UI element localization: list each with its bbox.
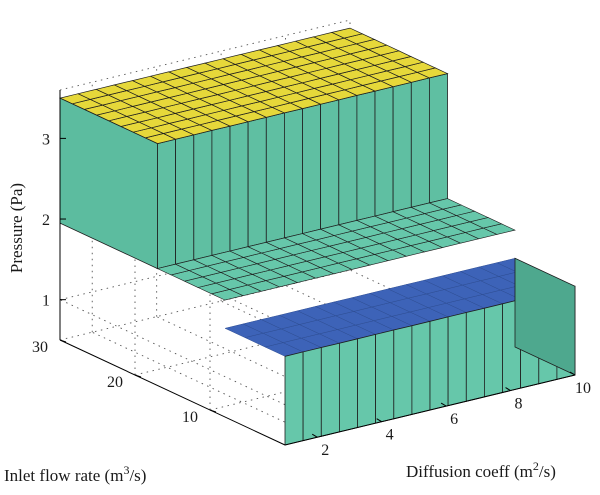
high-plateau-cell	[330, 27, 364, 39]
z-tick-label: 1	[42, 293, 50, 310]
x-tick	[569, 371, 576, 376]
x-tick	[376, 418, 382, 423]
surface-riser-facet	[374, 86, 394, 217]
front-wall-facet	[302, 346, 322, 442]
x-tick	[440, 402, 447, 407]
right-side-wall	[514, 257, 576, 376]
x-tick-label: 6	[450, 411, 458, 428]
axes: 2 4 6 8 10 10 20 30 1 2 3	[32, 90, 591, 459]
y-tick	[59, 339, 67, 343]
front-wall-facet	[447, 311, 467, 407]
y-tick	[209, 409, 217, 413]
z-tick-label: 3	[42, 131, 50, 148]
z-axis-title: Pressure (Pa)	[7, 183, 26, 273]
surface-riser-facet	[338, 94, 358, 226]
y-axis-title-sup: 3	[123, 463, 129, 477]
x-tick-label: 10	[575, 380, 591, 397]
surface-riser-facet	[211, 125, 231, 256]
x-tick-label: 4	[386, 427, 394, 444]
x-tick	[311, 433, 318, 438]
z-tick-label: 2	[42, 212, 50, 229]
surface-riser-facet	[392, 81, 412, 213]
front-wall-facet	[393, 325, 413, 420]
x-tick	[505, 387, 511, 391]
front-wall-facet	[483, 303, 503, 398]
surface	[58, 27, 576, 446]
surface-riser-facet	[283, 108, 303, 239]
x-tick-label: 8	[515, 396, 523, 413]
surface-riser-facet	[320, 99, 340, 230]
surface-riser-facet	[356, 90, 376, 221]
front-wall-facet	[411, 320, 431, 415]
x-axis-line	[284, 374, 576, 446]
y-axis-title: Inlet flow rate (m3/s)	[4, 463, 146, 485]
surface-riser-facet	[410, 77, 430, 208]
surface-riser-facet	[175, 134, 195, 265]
front-wall-facet	[338, 338, 358, 433]
x-axis-title-sup: 2	[533, 459, 539, 473]
x-axis-title: Diffusion coeff (m2/s)	[406, 459, 556, 481]
x-tick-label: 2	[321, 442, 329, 459]
front-wall-facet	[465, 307, 485, 402]
front-wall-facet	[357, 333, 377, 429]
y-axis-line	[59, 339, 286, 446]
y-tick	[134, 374, 142, 378]
front-wall-facet	[320, 342, 340, 437]
grid-line-z-left	[59, 299, 286, 406]
front-wall-facet	[284, 351, 304, 446]
surface-riser-facet	[193, 129, 213, 261]
surface-riser-facet	[247, 116, 267, 248]
surface-riser-facet	[157, 138, 177, 270]
surface-riser-facet	[302, 103, 322, 235]
middle-plateau-cell	[428, 198, 462, 210]
surface-riser-facet	[428, 73, 448, 204]
y-tick-label: 20	[107, 374, 123, 391]
front-wall-facet	[375, 329, 395, 424]
surface-riser-facet	[229, 121, 249, 252]
surface-riser-facet	[265, 112, 285, 243]
y-tick-label: 10	[182, 409, 198, 426]
front-wall-facet	[429, 316, 449, 411]
y-tick-label: 30	[32, 339, 48, 356]
